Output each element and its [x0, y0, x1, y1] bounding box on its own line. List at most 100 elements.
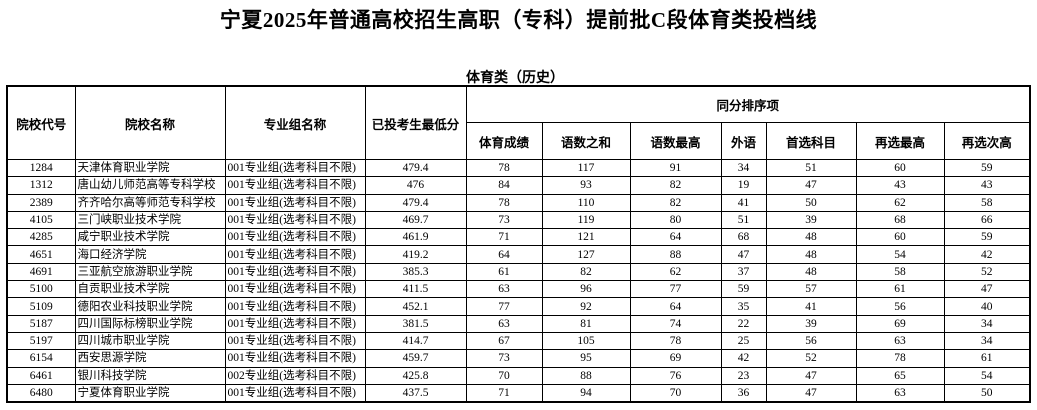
- school-name-cell: 三亚航空旅游职业学院: [74, 262, 226, 282]
- reselect-max-cell: 68: [855, 210, 945, 230]
- chinese-math-sum-cell: 121: [541, 228, 631, 247]
- reselect-second-cell: 59: [943, 228, 1031, 247]
- pe-score-cell: 61: [465, 262, 543, 282]
- foreign-language-cell: 42: [720, 349, 767, 368]
- foreign-language-cell: 47: [720, 245, 767, 264]
- school-name-cell: 齐齐哈尔高等师范专科学校: [74, 193, 226, 212]
- table-row: 5187 四川国际标榜职业学院 001专业组(选考科目不限) 381.5 63 81 74 2…: [6, 314, 1031, 333]
- chinese-math-sum-cell: 110: [541, 193, 631, 212]
- min-score-cell: 479.4: [364, 193, 467, 212]
- school-name-cell: 宁夏体育职业学院: [74, 383, 226, 403]
- chinese-math-sum-cell: 105: [541, 331, 631, 351]
- chinese-math-max-cell: 70: [629, 383, 722, 403]
- table-row: 4691 三亚航空旅游职业学院 001专业组(选考科目不限) 385.3 61 82 62 3…: [6, 262, 1031, 282]
- school-name-cell: 四川国际标榜职业学院: [74, 314, 226, 333]
- reselect-second-cell: 61: [943, 349, 1031, 368]
- group-name-cell: 002专业组(选考科目不限): [224, 366, 366, 385]
- first-choice-cell: 50: [765, 193, 857, 212]
- admission-score-table: 院校代号 院校名称 专业组名称 已投考生最低分 同分排序项 体育成绩 语数之和 …: [6, 85, 1031, 404]
- group-name-cell: 001专业组(选考科目不限): [224, 158, 366, 178]
- table-row: 5109 德阳农业科技职业学院 001专业组(选考科目不限) 452.1 77 92 64 3…: [6, 297, 1031, 316]
- reselect-max-cell: 78: [855, 349, 945, 368]
- header-pe-score: 体育成绩: [465, 122, 543, 160]
- foreign-language-cell: 35: [720, 297, 767, 316]
- min-score-cell: 419.2: [364, 245, 467, 264]
- min-score-cell: 459.7: [364, 349, 467, 368]
- group-name-cell: 001专业组(选考科目不限): [224, 176, 366, 195]
- school-code-cell: 5187: [6, 314, 76, 333]
- pe-score-cell: 78: [465, 158, 543, 178]
- reselect-second-cell: 47: [943, 280, 1031, 299]
- table-row: 6461 银川科技学院 002专业组(选考科目不限) 425.8 70 88 76 23 47 6…: [6, 366, 1031, 385]
- reselect-max-cell: 63: [855, 331, 945, 351]
- school-code-cell: 4105: [6, 210, 76, 230]
- foreign-language-cell: 59: [720, 280, 767, 299]
- foreign-language-cell: 22: [720, 314, 767, 333]
- foreign-language-cell: 34: [720, 158, 767, 178]
- foreign-language-cell: 36: [720, 383, 767, 403]
- pe-score-cell: 78: [465, 193, 543, 212]
- header-group: 专业组名称: [224, 85, 366, 160]
- chinese-math-max-cell: 69: [629, 349, 722, 368]
- header-tie-break: 同分排序项: [465, 85, 1031, 123]
- pe-score-cell: 73: [465, 349, 543, 368]
- group-name-cell: 001专业组(选考科目不限): [224, 193, 366, 212]
- reselect-max-cell: 54: [855, 245, 945, 264]
- group-name-cell: 001专业组(选考科目不限): [224, 228, 366, 247]
- group-name-cell: 001专业组(选考科目不限): [224, 331, 366, 351]
- header-school: 院校名称: [74, 85, 226, 160]
- chinese-math-max-cell: 80: [629, 210, 722, 230]
- group-name-cell: 001专业组(选考科目不限): [224, 245, 366, 264]
- school-code-cell: 1312: [6, 176, 76, 195]
- reselect-max-cell: 61: [855, 280, 945, 299]
- group-name-cell: 001专业组(选考科目不限): [224, 210, 366, 230]
- table-row: 5100 自贡职业技术学院 001专业组(选考科目不限) 411.5 63 96 77 59 5…: [6, 280, 1031, 299]
- chinese-math-max-cell: 74: [629, 314, 722, 333]
- chinese-math-sum-cell: 82: [541, 262, 631, 282]
- first-choice-cell: 39: [765, 314, 857, 333]
- school-name-cell: 唐山幼儿师范高等专科学校: [74, 176, 226, 195]
- table-subtitle: 体育类（历史）: [466, 71, 564, 86]
- first-choice-cell: 47: [765, 366, 857, 385]
- table-row: 1284 天津体育职业学院 001专业组(选考科目不限) 479.4 78 117 91 34…: [6, 158, 1031, 178]
- school-name-cell: 三门峡职业技术学院: [74, 210, 226, 230]
- chinese-math-max-cell: 77: [629, 280, 722, 299]
- pe-score-cell: 67: [465, 331, 543, 351]
- school-name-cell: 天津体育职业学院: [74, 158, 226, 178]
- reselect-second-cell: 59: [943, 158, 1031, 178]
- reselect-max-cell: 69: [855, 314, 945, 333]
- header-reselect-second: 再选次高: [943, 122, 1031, 160]
- first-choice-cell: 48: [765, 245, 857, 264]
- group-name-cell: 001专业组(选考科目不限): [224, 383, 366, 403]
- chinese-math-sum-cell: 96: [541, 280, 631, 299]
- min-score-cell: 437.5: [364, 383, 467, 403]
- foreign-language-cell: 37: [720, 262, 767, 282]
- reselect-second-cell: 34: [943, 331, 1031, 351]
- reselect-second-cell: 50: [943, 383, 1031, 403]
- foreign-language-cell: 25: [720, 331, 767, 351]
- pe-score-cell: 63: [465, 280, 543, 299]
- school-code-cell: 1284: [6, 158, 76, 178]
- group-name-cell: 001专业组(选考科目不限): [224, 262, 366, 282]
- chinese-math-max-cell: 76: [629, 366, 722, 385]
- min-score-cell: 385.3: [364, 262, 467, 282]
- reselect-max-cell: 65: [855, 366, 945, 385]
- header-reselect-max: 再选最高: [855, 122, 945, 160]
- chinese-math-sum-cell: 81: [541, 314, 631, 333]
- header-chinese-math-max: 语数最高: [629, 122, 722, 160]
- min-score-cell: 469.7: [364, 210, 467, 230]
- table-row: 4651 海口经济学院 001专业组(选考科目不限) 419.2 64 127 88 47 48…: [6, 245, 1031, 264]
- reselect-second-cell: 52: [943, 262, 1031, 282]
- reselect-max-cell: 63: [855, 383, 945, 403]
- school-name-cell: 自贡职业技术学院: [74, 280, 226, 299]
- school-code-cell: 6154: [6, 349, 76, 368]
- table-row: 1312 唐山幼儿师范高等专科学校 001专业组(选考科目不限) 476 84 93 82 1…: [6, 176, 1031, 195]
- chinese-math-max-cell: 64: [629, 228, 722, 247]
- chinese-math-max-cell: 82: [629, 193, 722, 212]
- school-code-cell: 5100: [6, 280, 76, 299]
- school-code-cell: 5197: [6, 331, 76, 351]
- table-row: 5197 四川城市职业学院 001专业组(选考科目不限) 414.7 67 105 78 25…: [6, 331, 1031, 351]
- foreign-language-cell: 41: [720, 193, 767, 212]
- school-code-cell: 2389: [6, 193, 76, 212]
- school-code-cell: 6461: [6, 366, 76, 385]
